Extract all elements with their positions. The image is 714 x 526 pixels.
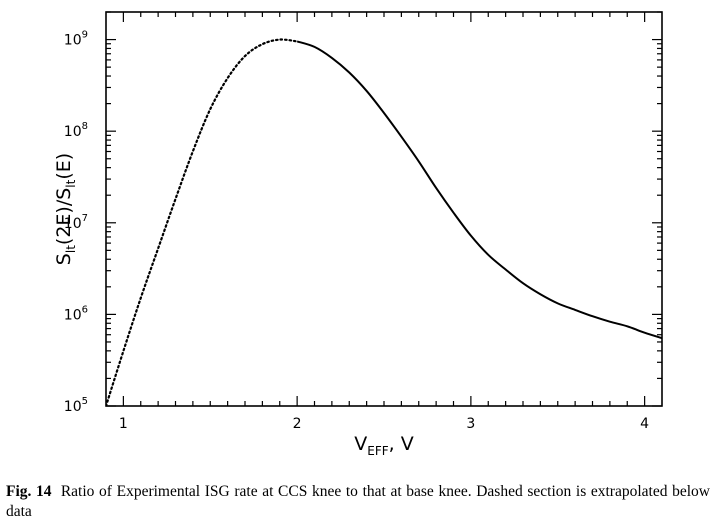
data-curves	[106, 38, 662, 406]
y-tick-exponent: 8	[82, 121, 88, 132]
figure-caption: Fig. 14 Ratio of Experimental ISG rate a…	[6, 482, 710, 522]
y-tick-label: 109	[64, 30, 88, 49]
caption-text: Ratio of Experimental ISG rate at CCS kn…	[6, 483, 710, 520]
y-tick-exponent: 6	[82, 304, 88, 315]
y-tick-exponent: 9	[82, 30, 88, 41]
caption-figure-number: Fig. 14	[6, 483, 52, 500]
y-tick-exponent: 7	[82, 213, 88, 224]
x-tick-label: 4	[640, 416, 649, 432]
y-tick-exponent: 5	[82, 396, 88, 407]
y-tick-base: 10	[64, 399, 82, 415]
y-tick-base: 10	[64, 33, 82, 49]
y-tick-label: 107	[64, 213, 88, 232]
x-axis-label: VEFF, V	[354, 433, 413, 458]
y-tick-base: 10	[64, 124, 82, 140]
y-tick-base: 10	[64, 307, 82, 323]
x-tick-label: 1	[119, 416, 128, 432]
x-tick-label: 3	[466, 416, 475, 432]
data-curve-solid	[296, 40, 662, 340]
plot-frame	[105, 11, 663, 407]
x-axis-ticks: 1 2 3 4	[119, 12, 649, 432]
y-tick-label: 108	[64, 121, 88, 140]
y-tick-base: 10	[64, 216, 82, 232]
x-tick-label: 2	[293, 416, 302, 432]
y-axis-label: Slt(2E)/Slt(E)	[53, 153, 78, 265]
y-tick-label: 105	[64, 396, 88, 415]
y-tick-label: 106	[64, 304, 88, 323]
extrapolated-curve-dashed	[106, 38, 299, 406]
